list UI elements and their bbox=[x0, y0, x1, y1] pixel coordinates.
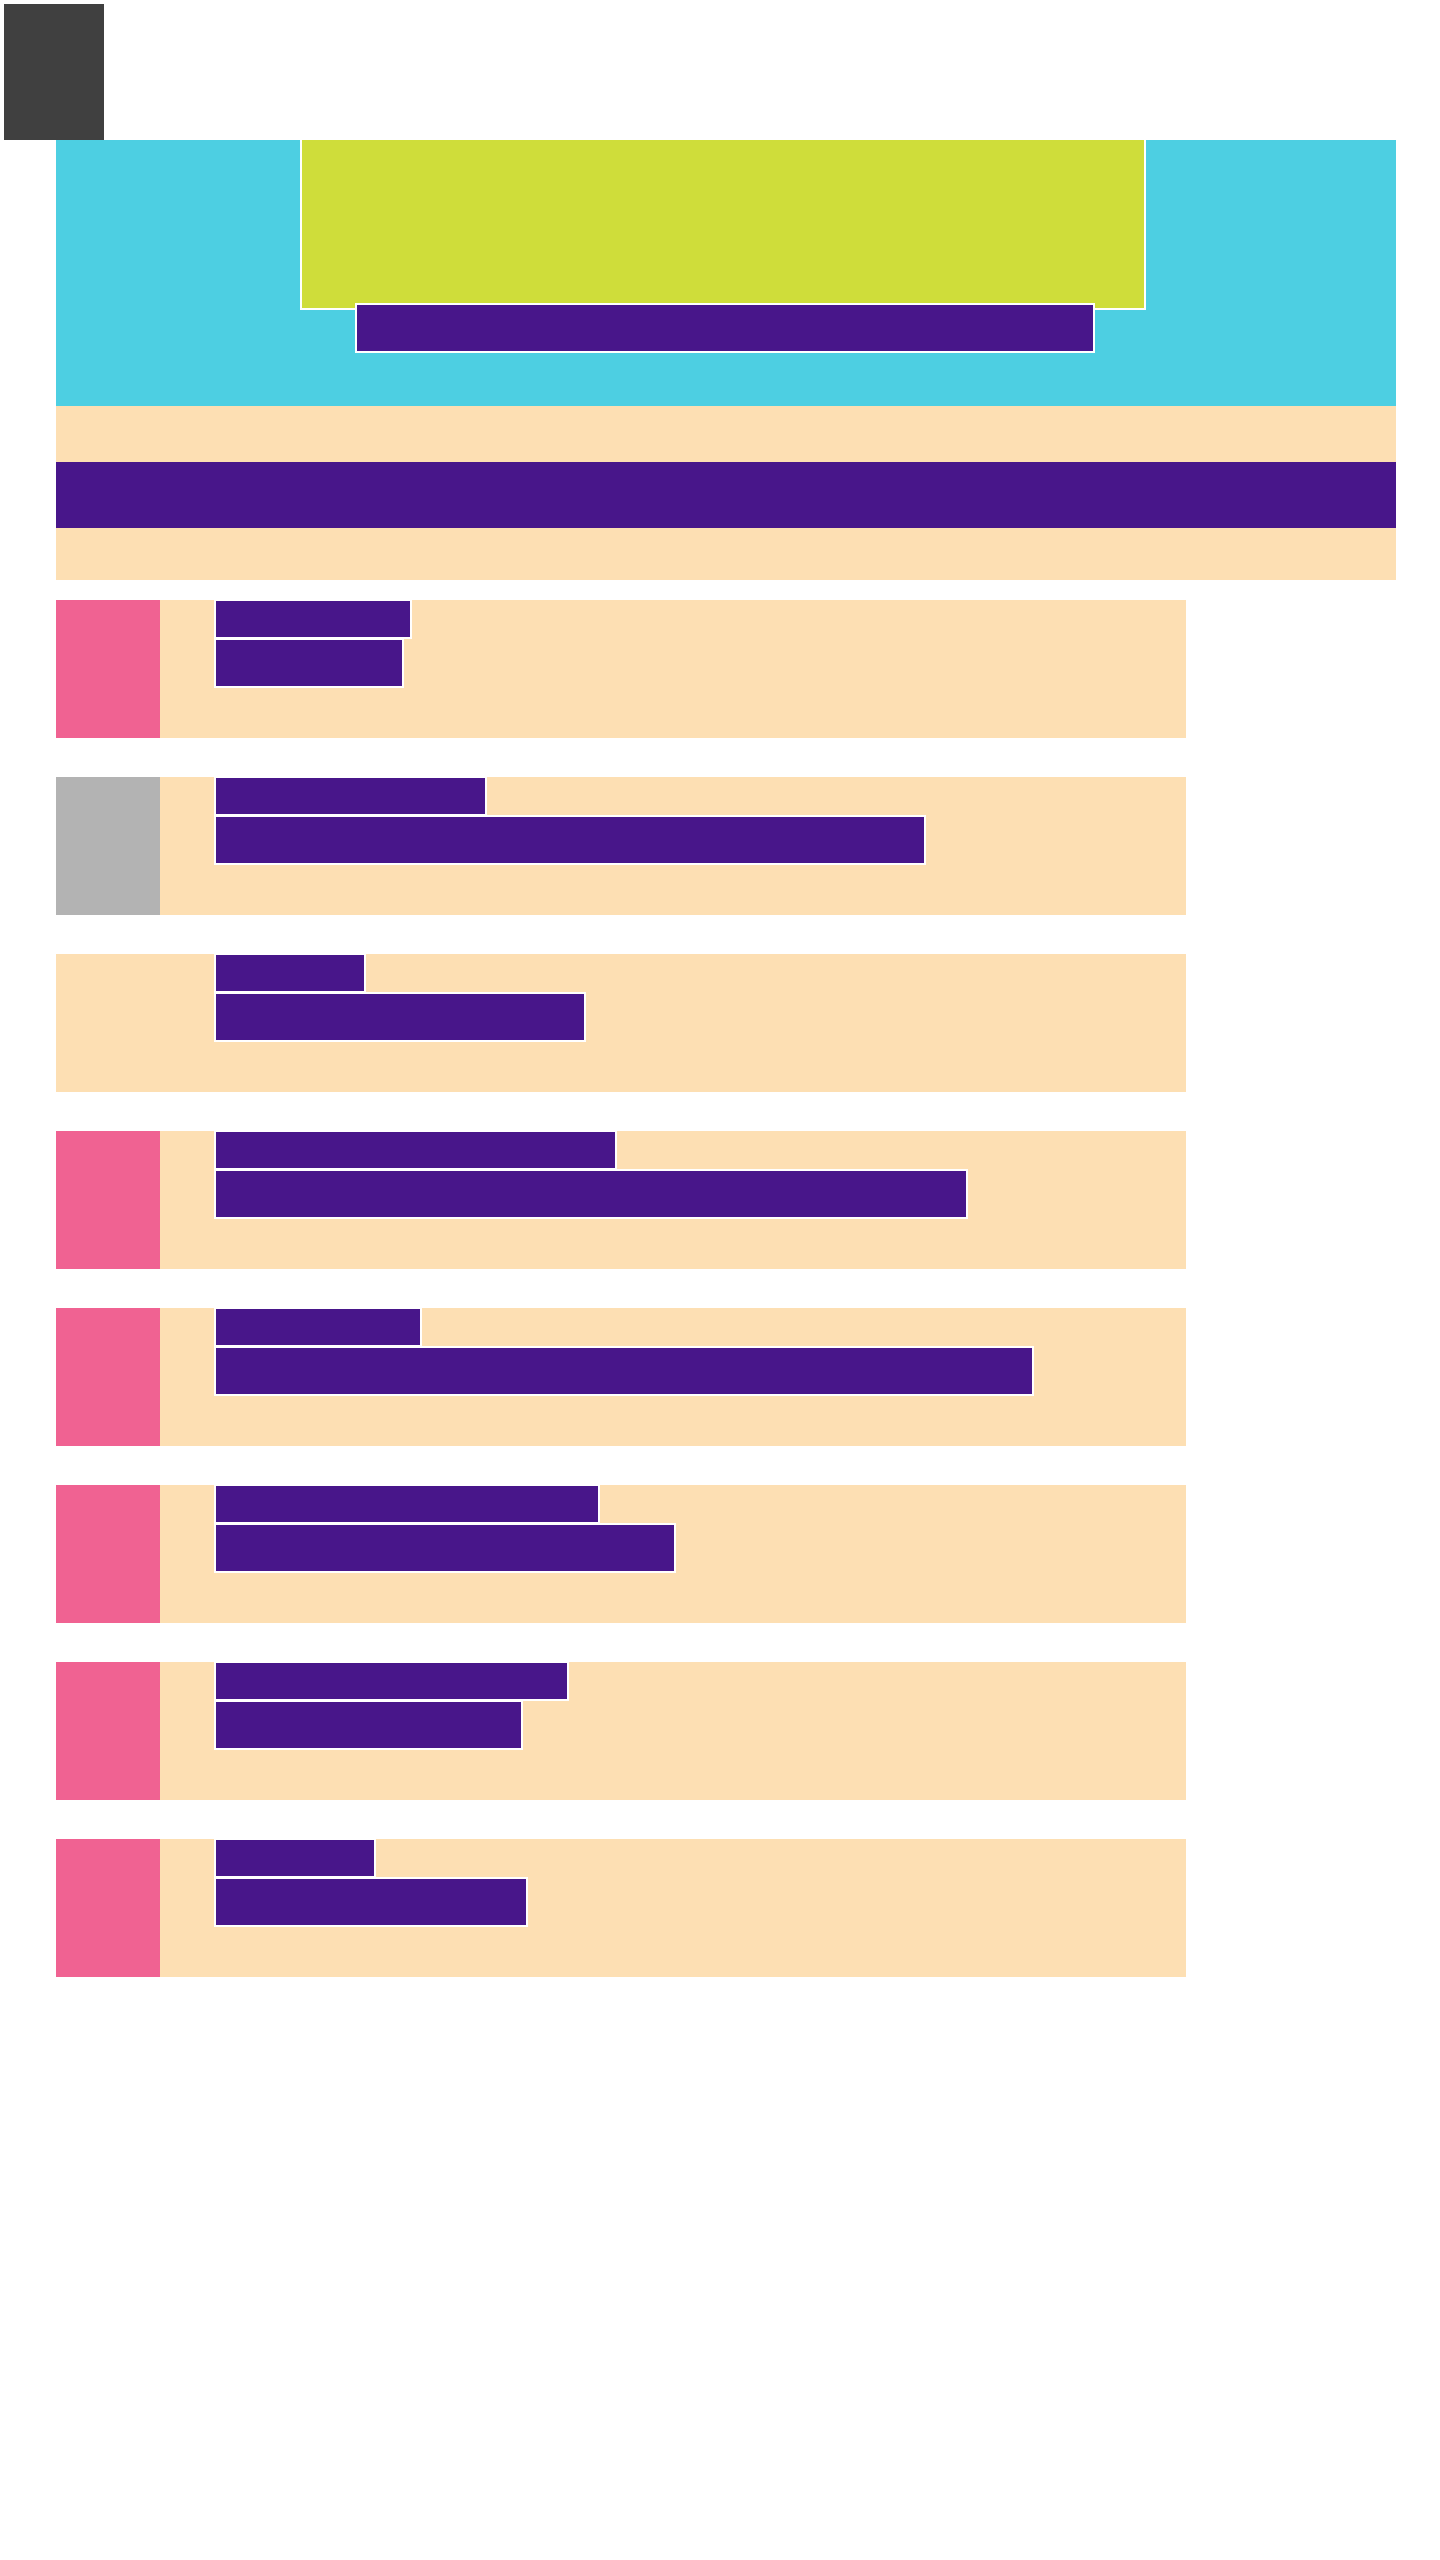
list-item-subtitle-text bbox=[214, 815, 926, 865]
list-item-title-text bbox=[214, 1130, 617, 1170]
list-item-title-text bbox=[214, 953, 366, 993]
list-item[interactable] bbox=[56, 599, 1186, 738]
section-band-top bbox=[56, 406, 1396, 462]
section-heading-text bbox=[56, 462, 1396, 528]
list-item-subtitle-text bbox=[214, 1700, 523, 1750]
list-item[interactable] bbox=[56, 1307, 1186, 1446]
list-item[interactable] bbox=[56, 1838, 1186, 1977]
list-item[interactable] bbox=[56, 1484, 1186, 1623]
list-item-subtitle-text bbox=[214, 1346, 1034, 1396]
list-item-thumbnail bbox=[56, 1308, 160, 1446]
list-item-title-text bbox=[214, 599, 412, 639]
list-item-title-text bbox=[214, 1484, 600, 1524]
section-band-bottom bbox=[56, 528, 1396, 580]
list-item[interactable] bbox=[56, 1661, 1186, 1800]
list-item-thumbnail bbox=[56, 600, 160, 738]
menu-button[interactable] bbox=[2, 2, 106, 142]
list-item-thumbnail bbox=[56, 1131, 160, 1269]
list-item-subtitle-text bbox=[214, 1877, 528, 1927]
list-item-title-text bbox=[214, 1838, 376, 1878]
list-item[interactable] bbox=[56, 776, 1186, 915]
list-item-subtitle-text bbox=[214, 1523, 676, 1573]
list-item-subtitle-text bbox=[214, 1169, 968, 1219]
list-item-thumbnail bbox=[56, 1839, 160, 1977]
hero-image bbox=[300, 140, 1146, 310]
list-item-thumbnail bbox=[56, 777, 160, 915]
list-item-subtitle-text bbox=[214, 992, 586, 1042]
list-item-title-text bbox=[214, 1661, 569, 1701]
list-item-title-text bbox=[214, 1307, 422, 1347]
list-item[interactable] bbox=[56, 1130, 1186, 1269]
list-item[interactable] bbox=[56, 953, 1186, 1092]
list-item-title-text bbox=[214, 776, 487, 816]
header-title-text bbox=[355, 303, 1095, 353]
list-item-subtitle-text bbox=[214, 638, 404, 688]
list-item-thumbnail bbox=[56, 1485, 160, 1623]
list-item-thumbnail bbox=[56, 1662, 160, 1800]
